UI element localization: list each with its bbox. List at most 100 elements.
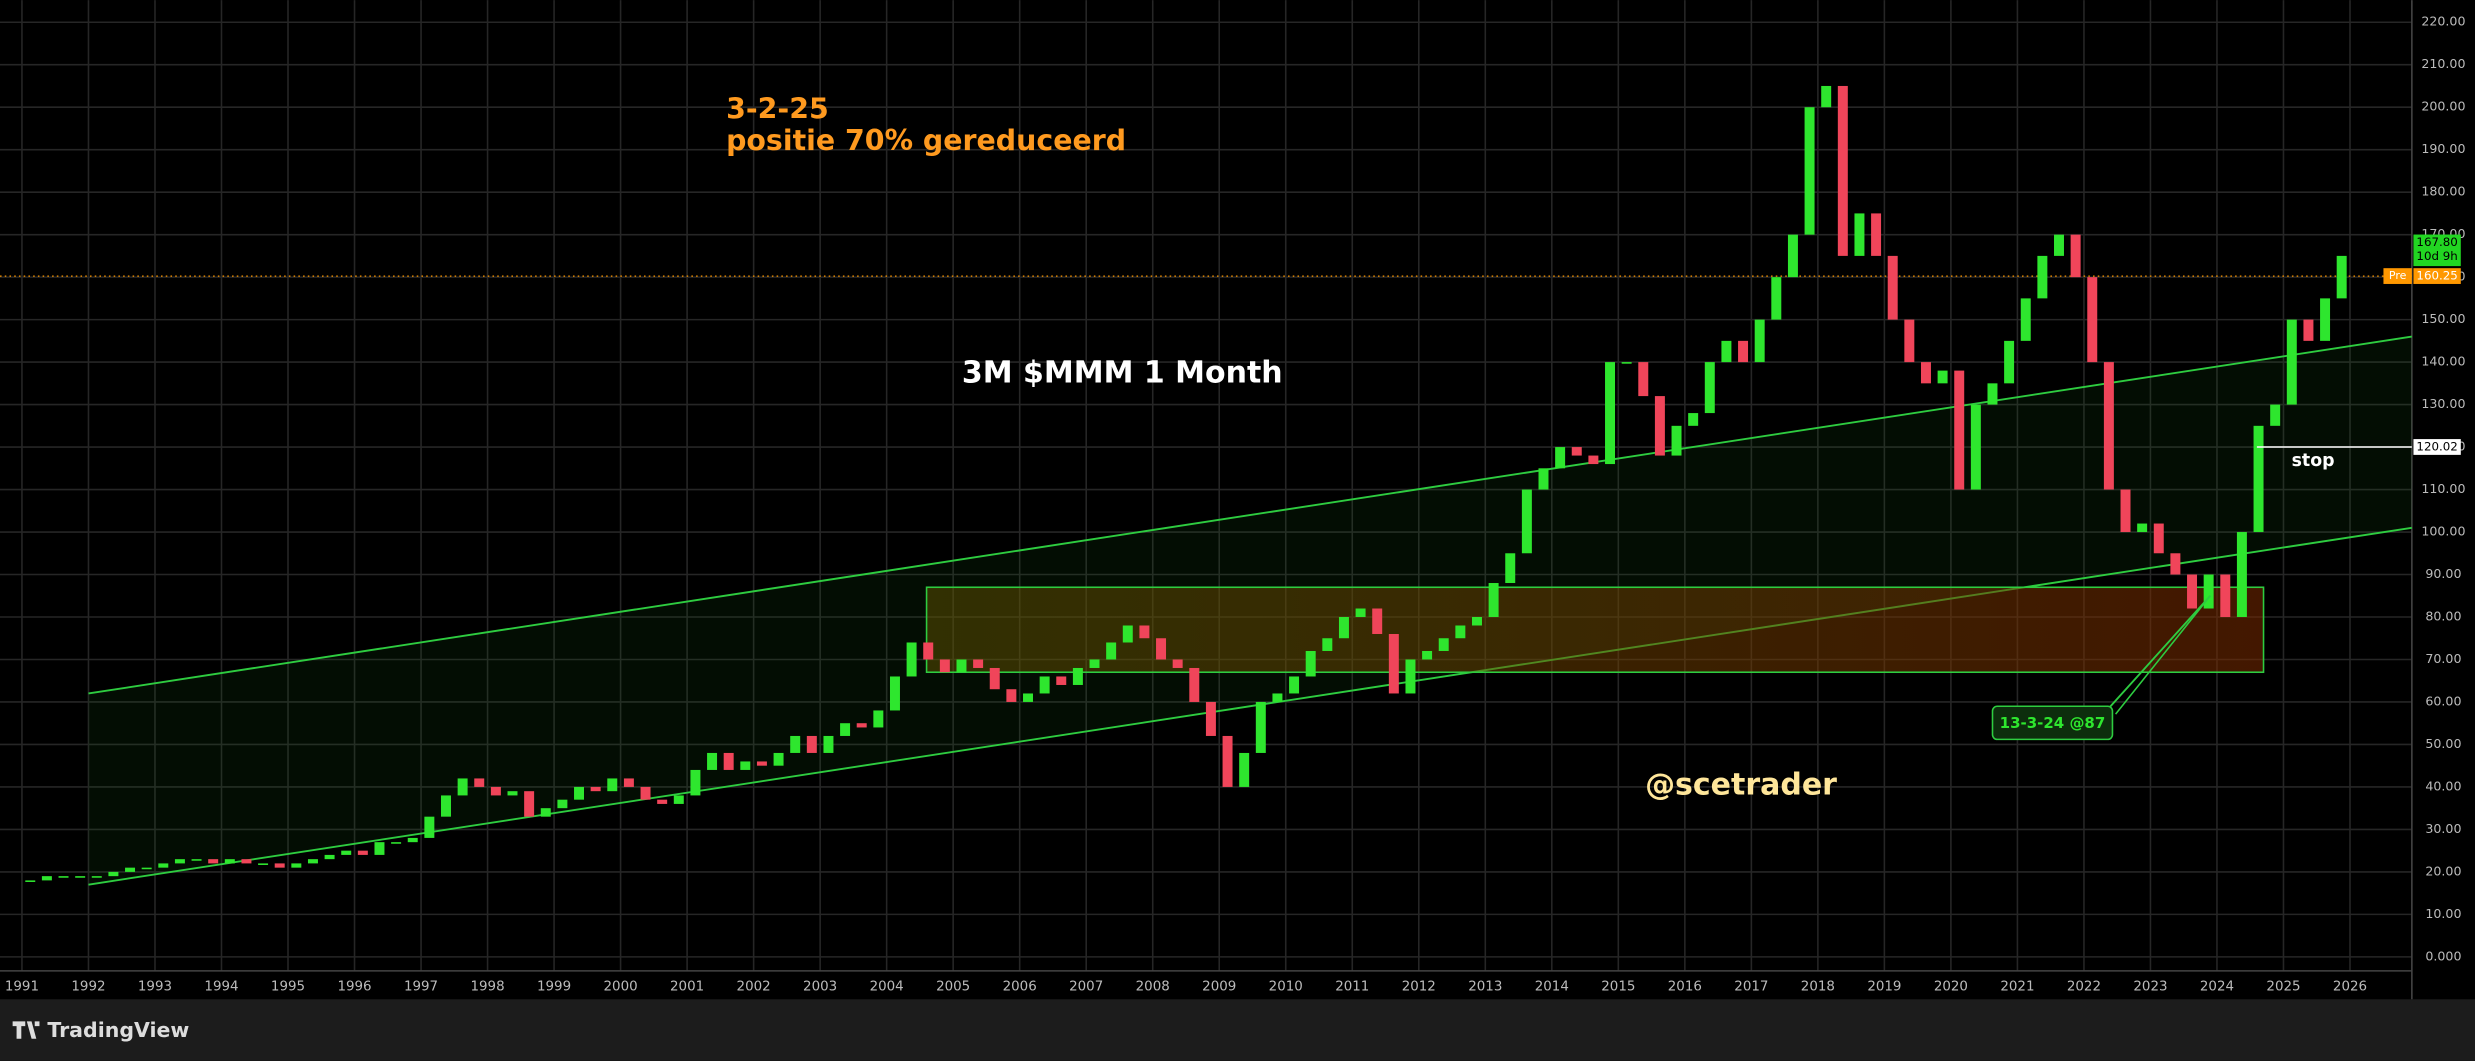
candle <box>856 723 867 728</box>
candle <box>75 876 86 878</box>
y-tick-label: 200.00 <box>2421 99 2465 114</box>
x-tick-label: 1997 <box>404 980 438 995</box>
candle <box>1754 319 1765 363</box>
candle <box>1471 617 1482 626</box>
watermark: @scetrader <box>1645 768 1837 803</box>
candle <box>1505 553 1516 584</box>
candle <box>1172 659 1183 668</box>
candle <box>291 863 302 868</box>
candle <box>1721 340 1732 363</box>
y-tick-label: 100.00 <box>2421 524 2465 539</box>
callout-text: 13-3-24 @87 <box>2000 714 2106 732</box>
candle <box>1521 489 1532 554</box>
stop-price-box <box>2413 439 2461 455</box>
candle <box>424 816 435 838</box>
candle <box>1272 693 1283 702</box>
candle <box>391 842 402 844</box>
candle <box>158 863 169 868</box>
candle <box>989 667 1000 690</box>
candle <box>191 859 202 861</box>
candle <box>1455 625 1466 639</box>
candle <box>507 791 518 796</box>
x-tick-label: 2014 <box>1535 980 1569 995</box>
candle <box>1538 468 1549 490</box>
candle <box>58 876 69 878</box>
candle <box>274 863 285 868</box>
footer-bar <box>0 999 2475 1061</box>
x-tick-label: 2020 <box>1934 980 1968 995</box>
candle <box>1205 701 1216 736</box>
candle <box>2236 532 2247 618</box>
candle <box>2320 298 2331 341</box>
candle <box>125 867 136 872</box>
x-tick-label: 1994 <box>204 980 238 995</box>
y-tick-label: 90.00 <box>2425 566 2461 581</box>
candle <box>1222 735 1233 787</box>
candle <box>1056 676 1067 685</box>
x-tick-label: 2011 <box>1335 980 1369 995</box>
candle <box>889 676 900 711</box>
candle <box>540 808 551 817</box>
candle <box>258 863 269 865</box>
candle <box>623 778 634 787</box>
candle <box>2270 404 2281 426</box>
candle <box>2303 319 2314 341</box>
candle <box>723 752 734 770</box>
x-tick-label: 2017 <box>1734 980 1768 995</box>
candle <box>939 659 950 673</box>
candle <box>108 871 119 877</box>
x-tick-label: 2018 <box>1801 980 1835 995</box>
candle <box>1704 362 1715 414</box>
x-tick-label: 2026 <box>2333 980 2367 995</box>
candle <box>2103 362 2114 490</box>
y-tick-label: 110.00 <box>2421 481 2465 496</box>
candle <box>707 752 718 770</box>
y-tick-label: 220.00 <box>2421 14 2465 29</box>
candle <box>1654 396 1665 456</box>
candle <box>41 876 52 881</box>
candle <box>208 859 219 864</box>
x-tick-label: 2022 <box>2067 980 2101 995</box>
candle <box>1405 659 1416 694</box>
x-tick-label: 2004 <box>870 980 904 995</box>
x-tick-label: 2002 <box>737 980 771 995</box>
candle <box>2004 340 2015 384</box>
candle <box>557 799 568 809</box>
premarket-box <box>2413 268 2461 284</box>
candle <box>756 761 767 766</box>
annotation-date: 3-2-25 <box>726 93 829 126</box>
candle <box>2137 523 2148 533</box>
footer-brand: TradingView <box>47 1018 189 1042</box>
candle <box>1987 383 1998 405</box>
candle <box>1837 85 1848 256</box>
candle <box>906 642 917 677</box>
candle <box>224 859 235 864</box>
candle <box>1588 455 1599 465</box>
candle <box>1305 650 1316 677</box>
candle <box>790 735 801 753</box>
candle <box>1255 701 1266 753</box>
x-tick-label: 2001 <box>670 980 704 995</box>
candle <box>341 850 352 855</box>
candle <box>1688 413 1699 426</box>
candle <box>1289 676 1300 694</box>
candle <box>1555 447 1566 469</box>
chart-title: 3M $MMM 1 Month <box>962 356 1283 391</box>
candle <box>773 752 784 766</box>
x-tick-label: 2008 <box>1136 980 1170 995</box>
candle <box>1422 650 1433 660</box>
candle <box>1904 319 1915 363</box>
candle <box>307 859 318 864</box>
y-tick-label: 50.00 <box>2425 736 2461 751</box>
candle <box>2037 255 2048 299</box>
y-tick-label: 10.00 <box>2425 906 2461 921</box>
candle <box>524 791 535 817</box>
candle <box>25 880 36 882</box>
y-tick-label: 180.00 <box>2421 184 2465 199</box>
candle <box>1804 107 1815 235</box>
candle <box>490 786 501 796</box>
y-tick-label: 70.00 <box>2425 651 2461 666</box>
candle <box>357 850 368 855</box>
candle <box>657 799 668 804</box>
